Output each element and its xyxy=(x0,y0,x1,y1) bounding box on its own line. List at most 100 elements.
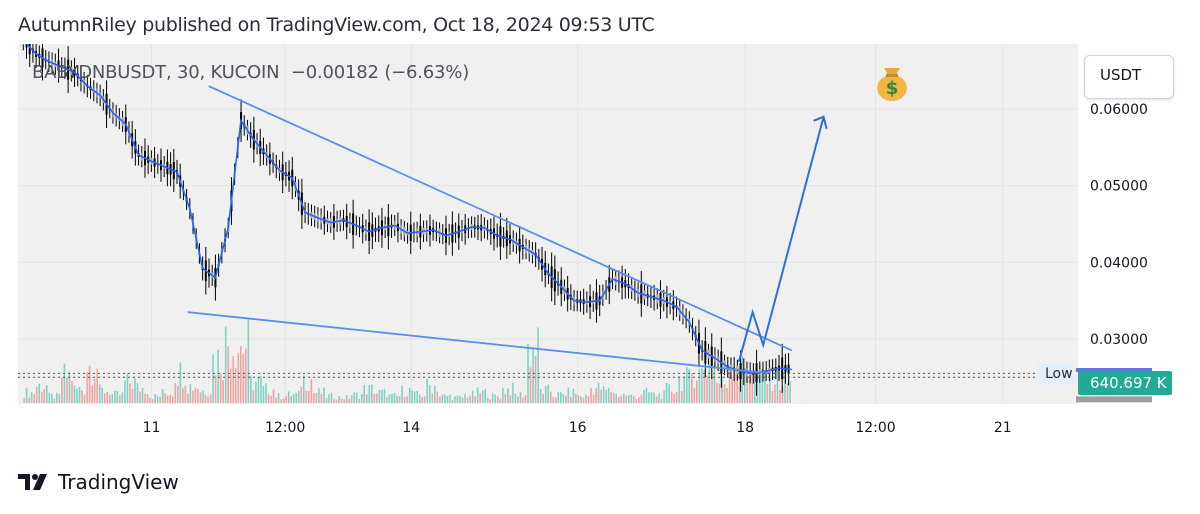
volume-bar xyxy=(423,396,426,403)
volume-bar xyxy=(539,388,542,403)
volume-bar xyxy=(184,385,187,403)
volume-bar xyxy=(512,382,514,403)
volume-bar xyxy=(617,397,620,403)
volume-bar xyxy=(444,394,446,403)
lower-trendline xyxy=(187,311,771,375)
volume-bar xyxy=(373,393,376,403)
volume-bar xyxy=(48,392,51,403)
volume-bar xyxy=(698,368,701,403)
volume-bar xyxy=(217,349,219,403)
volume-bar xyxy=(696,380,698,403)
volume-bar xyxy=(353,392,355,403)
volume-bar xyxy=(360,394,363,403)
volume-bar xyxy=(242,353,245,403)
volume-bar xyxy=(222,380,224,403)
footer-brand[interactable]: TradingView xyxy=(58,470,179,494)
volume-bar xyxy=(214,374,217,403)
volume-bar xyxy=(693,388,696,403)
volume-bar xyxy=(187,393,189,403)
volume-bar xyxy=(340,398,343,403)
forecast-arrowhead xyxy=(813,115,828,130)
volume-bar xyxy=(459,395,461,403)
volume-bar xyxy=(544,385,547,403)
volume-bar xyxy=(728,367,731,403)
volume-bar xyxy=(670,391,673,403)
volume-bar xyxy=(635,398,638,403)
price-marker-blue xyxy=(1076,368,1152,372)
volume-bar xyxy=(663,390,665,403)
volume-bar xyxy=(605,389,607,403)
volume-bar xyxy=(53,398,56,403)
volume-bar xyxy=(408,388,411,403)
volume-bar xyxy=(192,390,194,403)
volume-bar xyxy=(376,393,378,403)
volume-bar xyxy=(434,385,436,403)
volume-bar xyxy=(260,376,262,403)
volume-bar xyxy=(476,387,479,403)
volume-bar xyxy=(305,390,308,403)
volume-bar xyxy=(517,396,519,403)
volume-bar xyxy=(25,388,28,403)
plot-background xyxy=(18,44,1078,404)
volume-bar xyxy=(645,388,648,403)
volume-bar xyxy=(610,392,612,403)
volume-bar xyxy=(297,390,300,403)
volume-bar xyxy=(134,378,136,403)
volume-bar xyxy=(789,381,791,403)
volume-bar xyxy=(446,396,449,403)
volume-bar xyxy=(209,394,212,403)
volume-bar xyxy=(270,395,272,403)
candle-body xyxy=(25,44,28,48)
volume-bar xyxy=(683,376,686,403)
volume-bar xyxy=(141,387,144,403)
volume-bar xyxy=(139,391,141,403)
volume-bar xyxy=(426,378,429,403)
currency-selector[interactable]: USDT xyxy=(1084,55,1174,99)
volume-bar xyxy=(464,393,466,403)
volume-bar xyxy=(290,396,292,403)
volume-bar xyxy=(776,369,779,403)
volume-bar xyxy=(428,385,431,403)
volume-bar xyxy=(572,388,575,403)
price-chart[interactable]: 0.060000.050000.040000.030000.025001112:… xyxy=(18,44,1182,452)
volume-bar xyxy=(262,385,265,403)
volume-bar xyxy=(51,393,53,403)
volume-bar xyxy=(640,394,643,403)
volume-bar xyxy=(786,383,789,403)
volume-bar xyxy=(504,394,507,403)
volume-bar xyxy=(436,391,439,403)
upper-trendline xyxy=(208,85,793,352)
volume-bar xyxy=(406,396,408,403)
low-label: Low xyxy=(1038,363,1076,385)
volume-bar xyxy=(494,394,497,403)
symbol-change: −0.00182 (−6.63%) xyxy=(290,62,470,83)
volume-bar xyxy=(386,397,388,403)
volume-bar xyxy=(486,398,489,403)
volume-bar xyxy=(766,384,769,403)
volume-bar xyxy=(182,388,184,403)
volume-bar xyxy=(58,393,61,403)
volume-bar xyxy=(330,392,333,403)
volume-bar xyxy=(255,381,257,403)
tradingview-logo-icon[interactable] xyxy=(18,472,50,492)
x-tick-label: 21 xyxy=(994,420,1012,436)
volume-bar xyxy=(189,384,192,403)
forecast-path xyxy=(737,116,825,363)
volume-bar xyxy=(363,384,366,403)
candle-body xyxy=(22,44,25,45)
volume-bar xyxy=(350,395,353,403)
volume-bar xyxy=(499,398,502,403)
volume-bar xyxy=(628,394,630,403)
chart-area[interactable]: 0.060000.050000.040000.030000.025001112:… xyxy=(18,44,1182,452)
volume-bar xyxy=(204,394,207,403)
volume-bar xyxy=(313,393,315,403)
volume-bar xyxy=(202,390,204,403)
volume-bar xyxy=(358,399,361,403)
volume-bar xyxy=(529,367,532,403)
volume-bar xyxy=(197,389,199,403)
symbol-legend[interactable]: BABYDNBUSDT, 30, KUCOIN −0.00182 (−6.63%… xyxy=(32,62,475,83)
volume-bar xyxy=(650,391,653,403)
volume-bar xyxy=(708,364,711,403)
volume-bar xyxy=(607,387,610,403)
volume-bar xyxy=(300,386,303,403)
